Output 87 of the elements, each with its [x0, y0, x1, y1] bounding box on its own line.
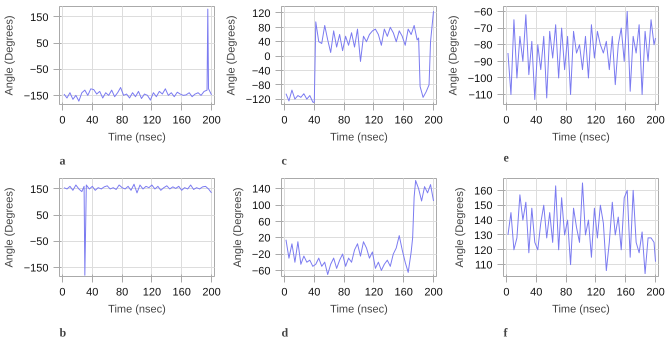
x-tick-label: 160 — [394, 114, 413, 126]
y-tick-label: −120 — [246, 94, 271, 106]
x-axis-title: Time (nsec) — [108, 304, 166, 316]
y-tick-label: 120 — [474, 244, 493, 257]
y-axis-title: Angle (Degrees) — [4, 15, 16, 96]
y-tick-label: 160 — [474, 185, 493, 198]
y-tick-label: −80 — [252, 80, 271, 92]
x-tick-label: 80 — [116, 114, 128, 126]
y-tick-label: 0 — [264, 51, 271, 64]
x-axis-title: Time (nsec) — [330, 132, 388, 144]
y-tick-label: 60 — [258, 216, 271, 228]
y-tick-label: −100 — [468, 72, 493, 85]
y-axis-title: Angle (Degrees) — [4, 187, 16, 268]
y-tick-label: −60 — [474, 6, 493, 18]
text: c — [282, 154, 288, 168]
y-axis-title: Angle (Degrees) — [448, 15, 460, 96]
y-tick-label: 110 — [474, 260, 493, 272]
x-tick-label: 80 — [116, 286, 128, 298]
y-tick-label: 150 — [30, 12, 49, 24]
text: d — [282, 326, 288, 340]
x-tick-label: 0 — [503, 114, 510, 126]
x-tick-label: 120 — [364, 286, 384, 298]
x-tick-label: 200 — [646, 114, 665, 126]
y-tick-label: 50 — [36, 210, 49, 222]
y-axis-title: Angle (Degrees) — [226, 15, 238, 96]
x-tick-label: 160 — [172, 114, 191, 126]
y-tick-label: −70 — [474, 23, 493, 36]
x-tick-label: 120 — [142, 114, 162, 126]
text: b — [60, 326, 66, 340]
x-tick-label: 0 — [59, 114, 66, 126]
y-tick-label: −60 — [252, 265, 271, 278]
x-tick-label: 200 — [202, 286, 221, 298]
y-tick-label: −90 — [474, 56, 493, 68]
x-tick-label: 40 — [86, 114, 98, 126]
x-tick-label: 120 — [142, 286, 162, 298]
x-tick-label: 40 — [86, 286, 98, 298]
x-tick-label: 120 — [586, 286, 606, 298]
text: a — [60, 154, 66, 168]
text: f — [504, 326, 508, 340]
y-tick-label: 20 — [258, 232, 271, 245]
y-tick-label: −150 — [24, 90, 49, 102]
x-tick-label: 160 — [172, 286, 191, 298]
y-tick-label: −110 — [468, 90, 493, 102]
y-tick-label: 100 — [252, 200, 271, 212]
x-axis-title: Time (nsec) — [552, 304, 610, 316]
y-tick-label: 80 — [258, 22, 271, 34]
y-tick-label: 150 — [30, 184, 49, 196]
x-tick-label: 0 — [59, 286, 66, 298]
x-tick-label: 40 — [308, 286, 320, 298]
x-tick-label: 160 — [616, 114, 635, 126]
x-tick-label: 0 — [281, 286, 288, 298]
y-tick-label: 140 — [252, 184, 271, 196]
y-tick-label: 150 — [474, 200, 493, 212]
y-tick-label: −50 — [30, 236, 49, 248]
x-tick-label: 80 — [560, 114, 572, 126]
x-tick-label: 120 — [364, 114, 384, 126]
x-tick-label: 80 — [338, 114, 350, 126]
y-tick-label: 140 — [474, 215, 493, 228]
y-tick-label: −50 — [30, 64, 49, 76]
x-tick-label: 200 — [646, 286, 665, 298]
y-tick-label: −40 — [252, 65, 271, 78]
x-tick-label: 0 — [503, 286, 510, 298]
x-axis-title: Time (nsec) — [330, 304, 388, 316]
y-axis-title: Angle (Degrees) — [454, 187, 466, 268]
y-tick-label: 130 — [474, 230, 493, 242]
x-tick-label: 200 — [424, 286, 443, 298]
x-tick-label: 0 — [281, 114, 288, 126]
y-tick-label: −150 — [24, 262, 49, 274]
y-tick-label: 120 — [252, 8, 271, 20]
y-tick-label: −80 — [474, 40, 493, 52]
y-tick-label: 50 — [36, 38, 49, 50]
x-tick-label: 200 — [424, 114, 443, 126]
x-axis-title: Time (nsec) — [552, 132, 610, 144]
y-tick-label: 40 — [258, 36, 271, 49]
y-tick-label: −20 — [252, 249, 271, 262]
x-tick-label: 80 — [560, 286, 572, 298]
text: e — [504, 150, 510, 164]
x-tick-label: 160 — [616, 286, 635, 298]
x-tick-label: 40 — [530, 286, 542, 298]
y-axis-title: Angle (Degrees) — [232, 187, 244, 268]
x-tick-label: 120 — [586, 114, 606, 126]
x-tick-label: 40 — [308, 114, 320, 126]
x-tick-label: 40 — [530, 114, 542, 126]
x-axis-title: Time (nsec) — [108, 132, 166, 144]
x-tick-label: 200 — [202, 114, 221, 126]
x-tick-label: 160 — [394, 286, 413, 298]
x-tick-label: 80 — [338, 286, 350, 298]
